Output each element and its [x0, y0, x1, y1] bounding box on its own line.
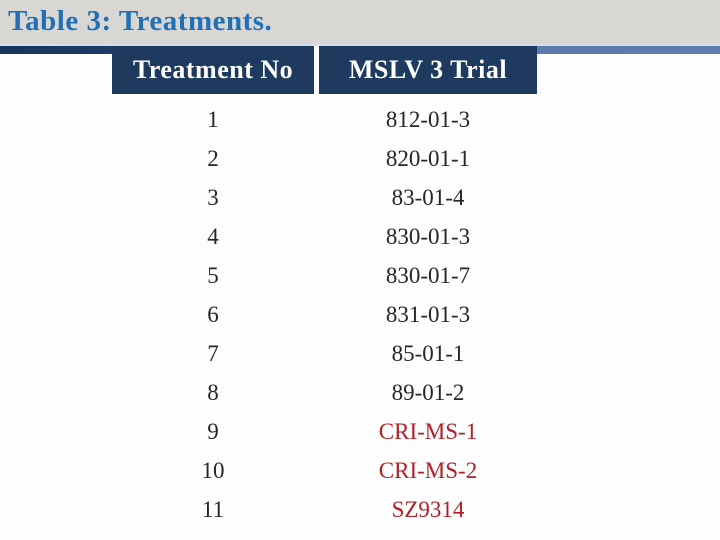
treatment-no-cell: 6: [207, 301, 219, 327]
title-band: Table 3: Treatments.: [0, 0, 720, 44]
trial-code-cell: 820-01-1: [385, 145, 471, 171]
treatment-no-cell: 5: [207, 262, 219, 288]
column-header-mslv-trial: MSLV 3 Trial: [319, 46, 537, 94]
header-column-gap: [314, 46, 319, 94]
table-row: 3 83-01-4: [112, 178, 537, 217]
trial-code-cell: 83-01-4: [391, 184, 465, 210]
treatment-no-cell: 11: [201, 496, 225, 522]
trial-code-cell: 830-01-7: [385, 262, 471, 288]
trial-code-cell: 812-01-3: [385, 106, 471, 132]
table-row: 7 85-01-1: [112, 334, 537, 373]
column-header-treatment-no: Treatment No: [112, 46, 314, 94]
trial-code-cell: CRI-MS-1: [378, 418, 478, 444]
trial-code-cell: 89-01-2: [391, 379, 465, 405]
trial-code-cell: 85-01-1: [391, 340, 465, 366]
trial-code-cell: 830-01-3: [385, 223, 471, 249]
table-row: 9 CRI-MS-1: [112, 412, 537, 451]
treatment-no-cell: 1: [207, 106, 219, 132]
treatment-no-cell: 2: [207, 145, 219, 171]
treatment-no-cell: 9: [207, 418, 219, 444]
slide-title: Table 3: Treatments.: [8, 5, 273, 37]
table-row: 10 CRI-MS-2: [112, 451, 537, 490]
table-row: 8 89-01-2: [112, 373, 537, 412]
treatment-no-cell: 7: [207, 340, 219, 366]
trial-code-cell: CRI-MS-2: [378, 457, 478, 483]
treatments-table: Treatment No MSLV 3 Trial 1 812-01-3 2 8…: [112, 46, 537, 529]
table-header-row: Treatment No MSLV 3 Trial: [112, 46, 537, 94]
trial-code-cell: SZ9314: [391, 496, 465, 522]
treatment-no-cell: 4: [207, 223, 219, 249]
treatment-no-cell: 3: [207, 184, 219, 210]
table-row: 4 830-01-3: [112, 217, 537, 256]
table-row: 2 820-01-1: [112, 139, 537, 178]
table-body: 1 812-01-3 2 820-01-1 3 83-01-4 4 830-01…: [112, 100, 537, 529]
table-row: 1 812-01-3: [112, 100, 537, 139]
table-row: 11 SZ9314: [112, 490, 537, 529]
treatment-no-cell: 10: [201, 457, 225, 483]
trial-code-cell: 831-01-3: [385, 301, 471, 327]
divider-highlight-line: [0, 44, 720, 46]
table-row: 6 831-01-3: [112, 295, 537, 334]
treatment-no-cell: 8: [207, 379, 219, 405]
table-row: 5 830-01-7: [112, 256, 537, 295]
